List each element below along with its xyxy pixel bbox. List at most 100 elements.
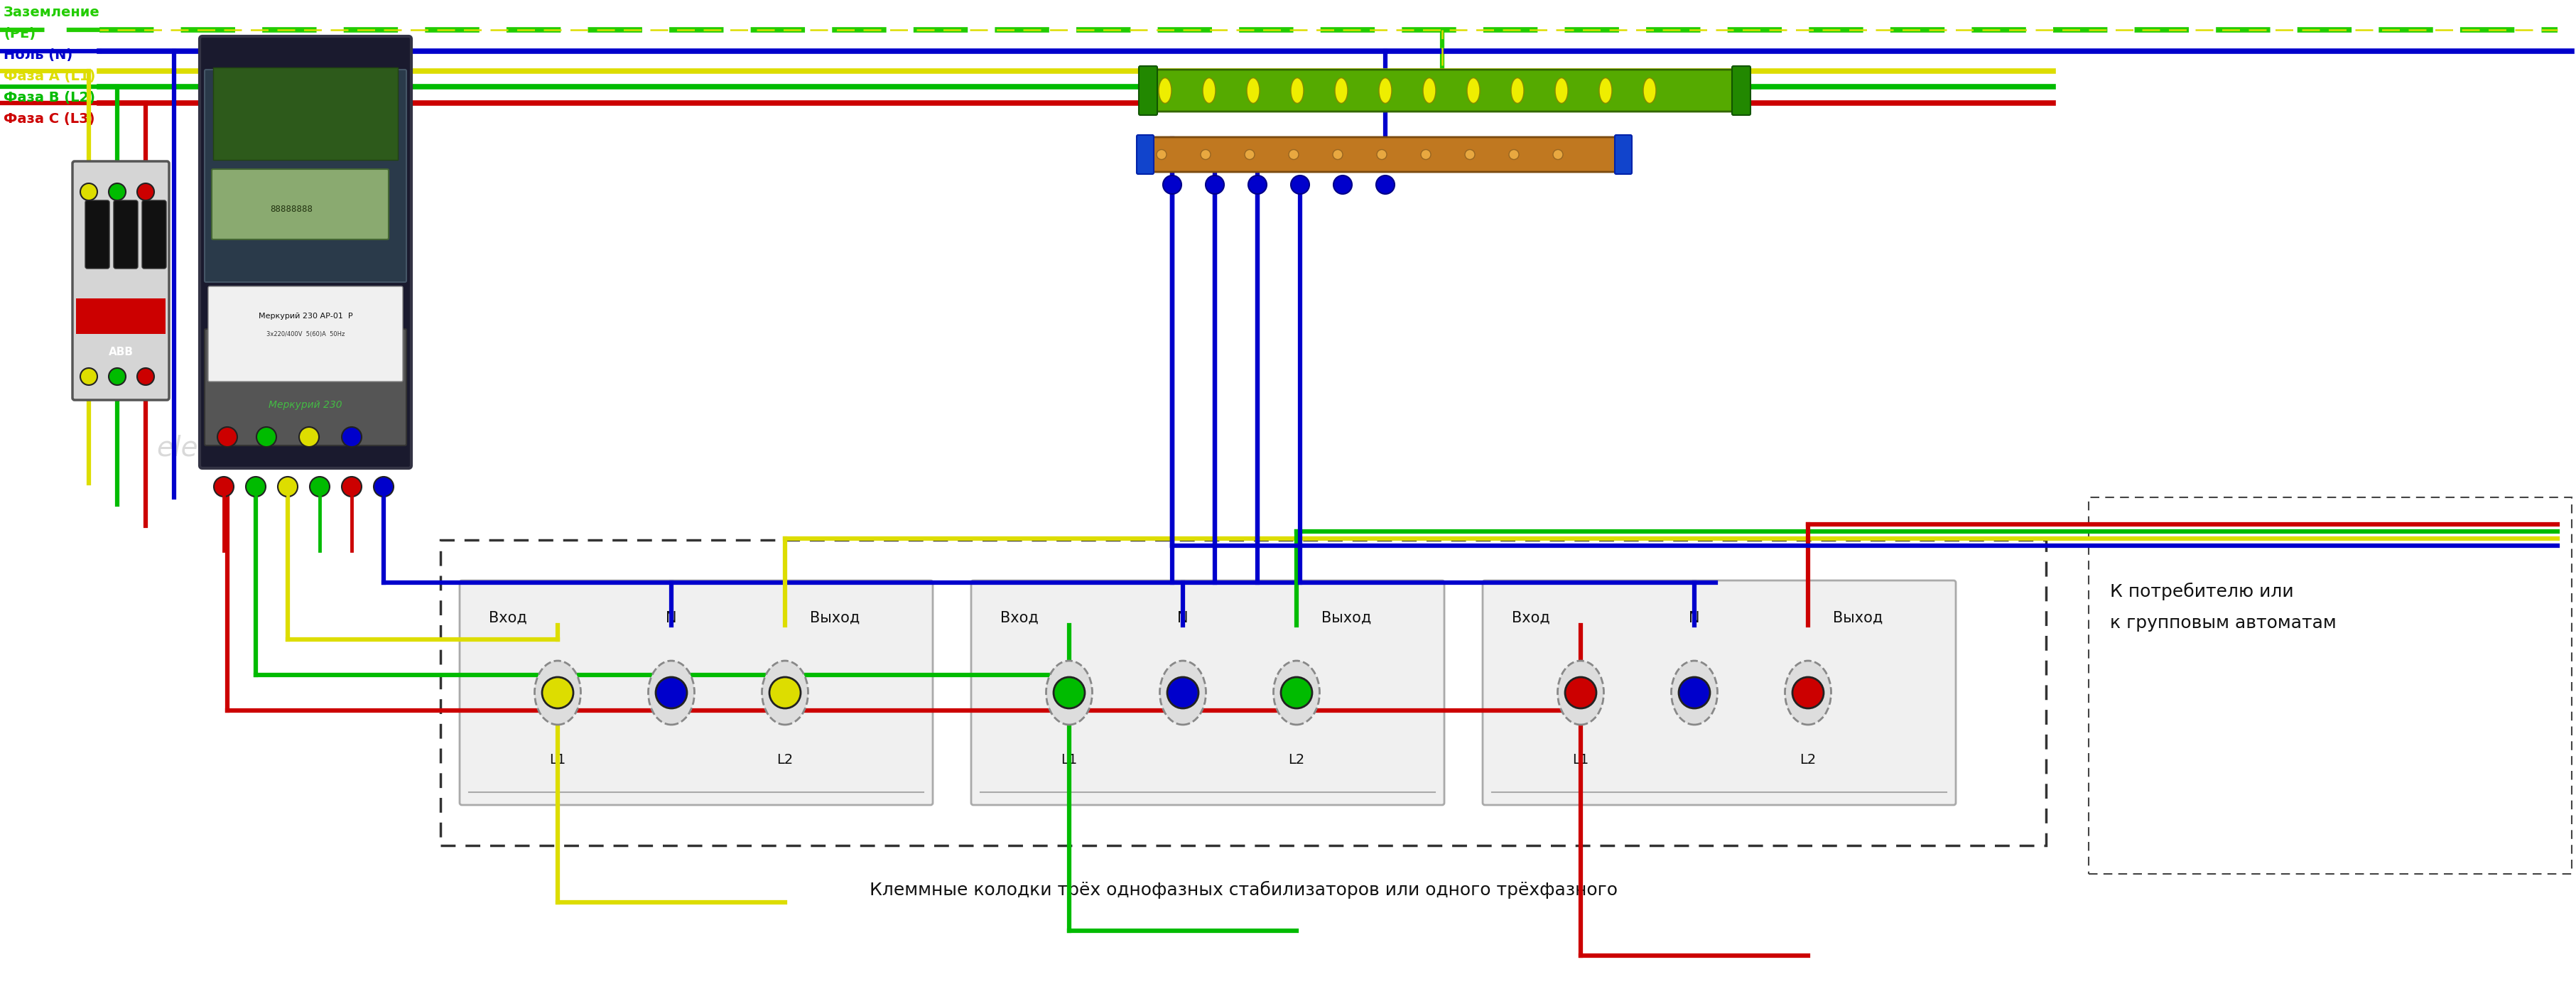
- Circle shape: [214, 477, 234, 496]
- Circle shape: [374, 477, 394, 496]
- Circle shape: [1376, 175, 1394, 194]
- Circle shape: [1157, 149, 1167, 159]
- Text: Фаза C (L3): Фаза C (L3): [3, 113, 95, 126]
- Circle shape: [1054, 677, 1084, 708]
- FancyBboxPatch shape: [113, 201, 139, 269]
- Ellipse shape: [1512, 78, 1525, 103]
- Ellipse shape: [649, 661, 696, 725]
- Ellipse shape: [762, 661, 809, 725]
- Text: ABB: ABB: [108, 346, 134, 357]
- Text: L1: L1: [1061, 753, 1077, 766]
- Circle shape: [657, 677, 688, 708]
- FancyBboxPatch shape: [1149, 69, 1734, 112]
- Text: К потребителю или: К потребителю или: [2110, 583, 2293, 600]
- Text: L2: L2: [1801, 753, 1816, 766]
- Circle shape: [1553, 149, 1564, 159]
- FancyBboxPatch shape: [459, 581, 933, 805]
- Circle shape: [1244, 149, 1255, 159]
- Circle shape: [1167, 677, 1198, 708]
- Ellipse shape: [1643, 78, 1656, 103]
- FancyBboxPatch shape: [971, 581, 1445, 805]
- Text: Выход: Выход: [1321, 611, 1370, 625]
- Circle shape: [258, 427, 276, 447]
- Circle shape: [299, 427, 319, 447]
- Text: 88888888: 88888888: [270, 205, 312, 215]
- Text: Меркурий 230 АР-01  Р: Меркурий 230 АР-01 Р: [258, 313, 353, 319]
- Text: Меркурий 230: Меркурий 230: [268, 400, 343, 410]
- Text: Ноль (N): Ноль (N): [3, 48, 72, 61]
- FancyBboxPatch shape: [1615, 135, 1631, 174]
- FancyBboxPatch shape: [198, 37, 412, 468]
- Ellipse shape: [1558, 661, 1605, 725]
- Circle shape: [1206, 175, 1224, 194]
- Ellipse shape: [1556, 78, 1569, 103]
- Text: Заземление: Заземление: [3, 6, 100, 19]
- Circle shape: [1466, 149, 1476, 159]
- Bar: [440, 540, 2045, 846]
- Circle shape: [1288, 149, 1298, 159]
- Text: Вход: Вход: [1512, 611, 1551, 625]
- FancyBboxPatch shape: [1139, 66, 1157, 115]
- Text: Фаза B (L2): Фаза B (L2): [3, 91, 95, 105]
- Circle shape: [1680, 677, 1710, 708]
- Circle shape: [80, 368, 98, 385]
- FancyBboxPatch shape: [1731, 66, 1752, 115]
- Ellipse shape: [1334, 78, 1347, 103]
- Bar: [77, 299, 165, 334]
- Circle shape: [343, 427, 361, 447]
- Text: L2: L2: [778, 753, 793, 766]
- Circle shape: [770, 677, 801, 708]
- Text: elektroshkola: elektroshkola: [157, 434, 343, 461]
- FancyBboxPatch shape: [1484, 581, 1955, 805]
- Text: N: N: [1177, 611, 1188, 625]
- Circle shape: [1334, 175, 1352, 194]
- Circle shape: [80, 183, 98, 201]
- Circle shape: [108, 183, 126, 201]
- Circle shape: [1249, 175, 1267, 194]
- Circle shape: [309, 477, 330, 496]
- Circle shape: [1162, 175, 1182, 194]
- FancyBboxPatch shape: [142, 201, 167, 269]
- Circle shape: [108, 368, 126, 385]
- Text: L1: L1: [1571, 753, 1589, 766]
- Circle shape: [216, 427, 237, 447]
- Ellipse shape: [1378, 78, 1391, 103]
- Bar: [2089, 497, 2571, 874]
- Circle shape: [1566, 677, 1597, 708]
- FancyBboxPatch shape: [204, 329, 407, 445]
- Text: N: N: [1690, 611, 1700, 625]
- Circle shape: [1332, 149, 1342, 159]
- FancyBboxPatch shape: [209, 287, 402, 382]
- FancyBboxPatch shape: [85, 201, 108, 269]
- Text: к групповым автоматам: к групповым автоматам: [2110, 614, 2336, 632]
- Ellipse shape: [1203, 78, 1216, 103]
- Ellipse shape: [1046, 661, 1092, 725]
- Ellipse shape: [1159, 78, 1172, 103]
- Circle shape: [245, 477, 265, 496]
- Circle shape: [1793, 677, 1824, 708]
- Circle shape: [1291, 175, 1309, 194]
- FancyBboxPatch shape: [72, 161, 170, 400]
- Ellipse shape: [1273, 661, 1319, 725]
- FancyBboxPatch shape: [1136, 135, 1154, 174]
- Circle shape: [137, 368, 155, 385]
- Circle shape: [1376, 149, 1386, 159]
- FancyBboxPatch shape: [211, 169, 389, 239]
- Circle shape: [137, 183, 155, 201]
- Circle shape: [1280, 677, 1311, 708]
- Circle shape: [1422, 149, 1430, 159]
- Ellipse shape: [1466, 78, 1479, 103]
- Text: Вход: Вход: [999, 611, 1038, 625]
- Circle shape: [278, 477, 299, 496]
- Text: L1: L1: [549, 753, 567, 766]
- Text: Выход: Выход: [1832, 611, 1883, 625]
- Bar: [214, 67, 397, 160]
- Text: (PE): (PE): [3, 27, 36, 41]
- Text: L2: L2: [1288, 753, 1306, 766]
- FancyBboxPatch shape: [1149, 137, 1620, 172]
- Text: 3х220/400V  5(60)A  50Hz: 3х220/400V 5(60)A 50Hz: [265, 330, 345, 337]
- Ellipse shape: [1247, 78, 1260, 103]
- Text: Клеммные колодки трёх однофазных стабилизаторов или одного трёхфазного: Клеммные колодки трёх однофазных стабили…: [868, 881, 1618, 899]
- Text: Выход: Выход: [809, 611, 860, 625]
- Circle shape: [343, 477, 361, 496]
